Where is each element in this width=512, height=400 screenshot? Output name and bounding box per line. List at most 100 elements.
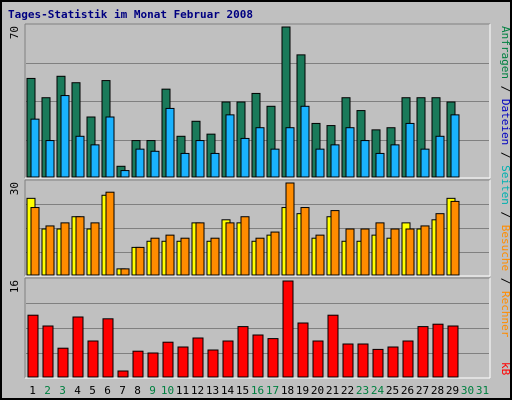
bar-dateien-day-28 <box>435 135 445 178</box>
bar-dateien-day-6 <box>105 116 115 178</box>
legend-segment-4: Seiten <box>499 165 512 205</box>
bar-besuche-day-18 <box>285 182 295 276</box>
bar-kb-day-16 <box>252 334 264 378</box>
legend-segment-2: Dateien <box>499 99 512 145</box>
bar-besuche-day-16 <box>255 237 265 276</box>
bar-dateien-day-8 <box>135 148 145 178</box>
bar-kb-day-18 <box>282 280 294 378</box>
bar-kb-day-19 <box>297 322 309 378</box>
x-tick-label-day-20: 20 <box>311 384 324 397</box>
panel-2-ytick-label: 16 <box>8 280 21 293</box>
bar-dateien-day-15 <box>240 137 250 178</box>
x-tick-label-day-10: 10 <box>161 384 174 397</box>
bar-kb-day-28 <box>432 323 444 378</box>
bar-kb-day-14 <box>222 340 234 378</box>
x-tick-label-day-22: 22 <box>341 384 354 397</box>
bar-besuche-day-27 <box>420 225 430 276</box>
bar-dateien-day-4 <box>75 135 85 178</box>
bar-dateien-day-14 <box>225 114 235 178</box>
bar-kb-day-23 <box>357 343 369 378</box>
legend-segment-5: / <box>499 205 512 225</box>
x-tick-label-day-28: 28 <box>431 384 444 397</box>
bar-dateien-day-24 <box>375 152 385 178</box>
bar-besuche-day-2 <box>45 225 55 276</box>
bar-kb-day-21 <box>327 314 339 378</box>
bar-kb-day-5 <box>87 340 99 378</box>
x-tick-label-day-9: 9 <box>149 384 156 397</box>
bar-besuche-day-7 <box>120 268 130 276</box>
bar-dateien-day-17 <box>270 148 280 178</box>
bar-besuche-day-22 <box>345 228 355 276</box>
bar-besuche-day-1 <box>30 207 40 276</box>
x-tick-label-day-2: 2 <box>44 384 51 397</box>
bar-besuche-day-5 <box>90 222 100 276</box>
bar-besuche-day-25 <box>390 228 400 276</box>
bar-besuche-day-24 <box>375 222 385 276</box>
bar-besuche-day-20 <box>315 234 325 276</box>
bar-dateien-day-1 <box>30 118 40 178</box>
x-tick-label-day-18: 18 <box>281 384 294 397</box>
bar-kb-day-22 <box>342 343 354 378</box>
x-tick-label-day-30: 30 <box>461 384 474 397</box>
bar-dateien-day-12 <box>195 140 205 178</box>
bar-dateien-day-18 <box>285 127 295 178</box>
bar-kb-day-17 <box>267 338 279 378</box>
bar-kb-day-15 <box>237 326 249 378</box>
bar-kb-day-24 <box>372 348 384 378</box>
bar-besuche-day-3 <box>60 222 70 276</box>
x-tick-label-day-15: 15 <box>236 384 249 397</box>
bar-kb-day-6 <box>102 318 114 378</box>
bar-kb-day-9 <box>147 352 159 378</box>
bar-dateien-day-27 <box>420 148 430 178</box>
x-tick-label-day-4: 4 <box>74 384 81 397</box>
bar-besuche-day-19 <box>300 207 310 276</box>
x-tick-label-day-12: 12 <box>191 384 204 397</box>
chart-title: Tages-Statistik im Monat Februar 2008 <box>8 8 254 21</box>
bar-besuche-day-14 <box>225 222 235 276</box>
bar-dateien-day-29 <box>450 114 460 178</box>
x-tick-label-day-6: 6 <box>104 384 111 397</box>
x-tick-label-day-7: 7 <box>119 384 126 397</box>
x-tick-label-day-24: 24 <box>371 384 385 397</box>
bar-besuche-day-26 <box>405 228 415 276</box>
bar-besuche-day-28 <box>435 213 445 276</box>
bar-kb-day-11 <box>177 346 189 378</box>
bar-besuche-day-9 <box>150 237 160 276</box>
bar-besuche-day-15 <box>240 216 250 276</box>
bar-besuche-day-29 <box>450 200 460 276</box>
bar-kb-day-2 <box>42 325 54 378</box>
x-tick-label-day-23: 23 <box>356 384 369 397</box>
x-tick-label-day-17: 17 <box>266 384 279 397</box>
x-tick-label-day-1: 1 <box>29 384 36 397</box>
legend-kb-segment-0: kB <box>499 362 512 376</box>
bar-besuche-day-21 <box>330 210 340 276</box>
bar-besuche-day-10 <box>165 234 175 276</box>
bar-dateien-day-26 <box>405 122 415 178</box>
x-tick-label-day-16: 16 <box>251 384 264 397</box>
legend-segment-6: Besuche <box>499 225 512 271</box>
bar-dateien-day-21 <box>330 144 340 178</box>
bar-kb-day-20 <box>312 340 324 378</box>
panel-1-ytick-label: 30 <box>8 182 21 195</box>
legend-series-labels: Anfragen / Dateien / Seiten / Besuche / … <box>499 26 512 338</box>
bar-kb-day-10 <box>162 341 174 378</box>
legend-segment-3: / <box>499 145 512 165</box>
bar-dateien-day-5 <box>90 144 100 178</box>
legend-segment-7: / <box>499 271 512 291</box>
bar-kb-day-3 <box>57 347 69 378</box>
bar-dateien-day-20 <box>315 148 325 178</box>
bar-kb-day-1 <box>27 314 39 378</box>
legend-segment-0: Anfragen <box>499 26 512 79</box>
bar-dateien-day-19 <box>300 105 310 178</box>
x-tick-label-day-27: 27 <box>416 384 429 397</box>
bar-besuche-day-8 <box>135 246 145 276</box>
bar-dateien-day-7 <box>120 170 130 178</box>
bar-dateien-day-16 <box>255 127 265 178</box>
x-tick-label-day-5: 5 <box>89 384 96 397</box>
x-tick-label-day-25: 25 <box>386 384 399 397</box>
x-tick-label-day-29: 29 <box>446 384 459 397</box>
bar-besuche-day-12 <box>195 222 205 276</box>
x-tick-label-day-26: 26 <box>401 384 414 397</box>
bar-dateien-day-22 <box>345 127 355 178</box>
bar-besuche-day-17 <box>270 231 280 276</box>
